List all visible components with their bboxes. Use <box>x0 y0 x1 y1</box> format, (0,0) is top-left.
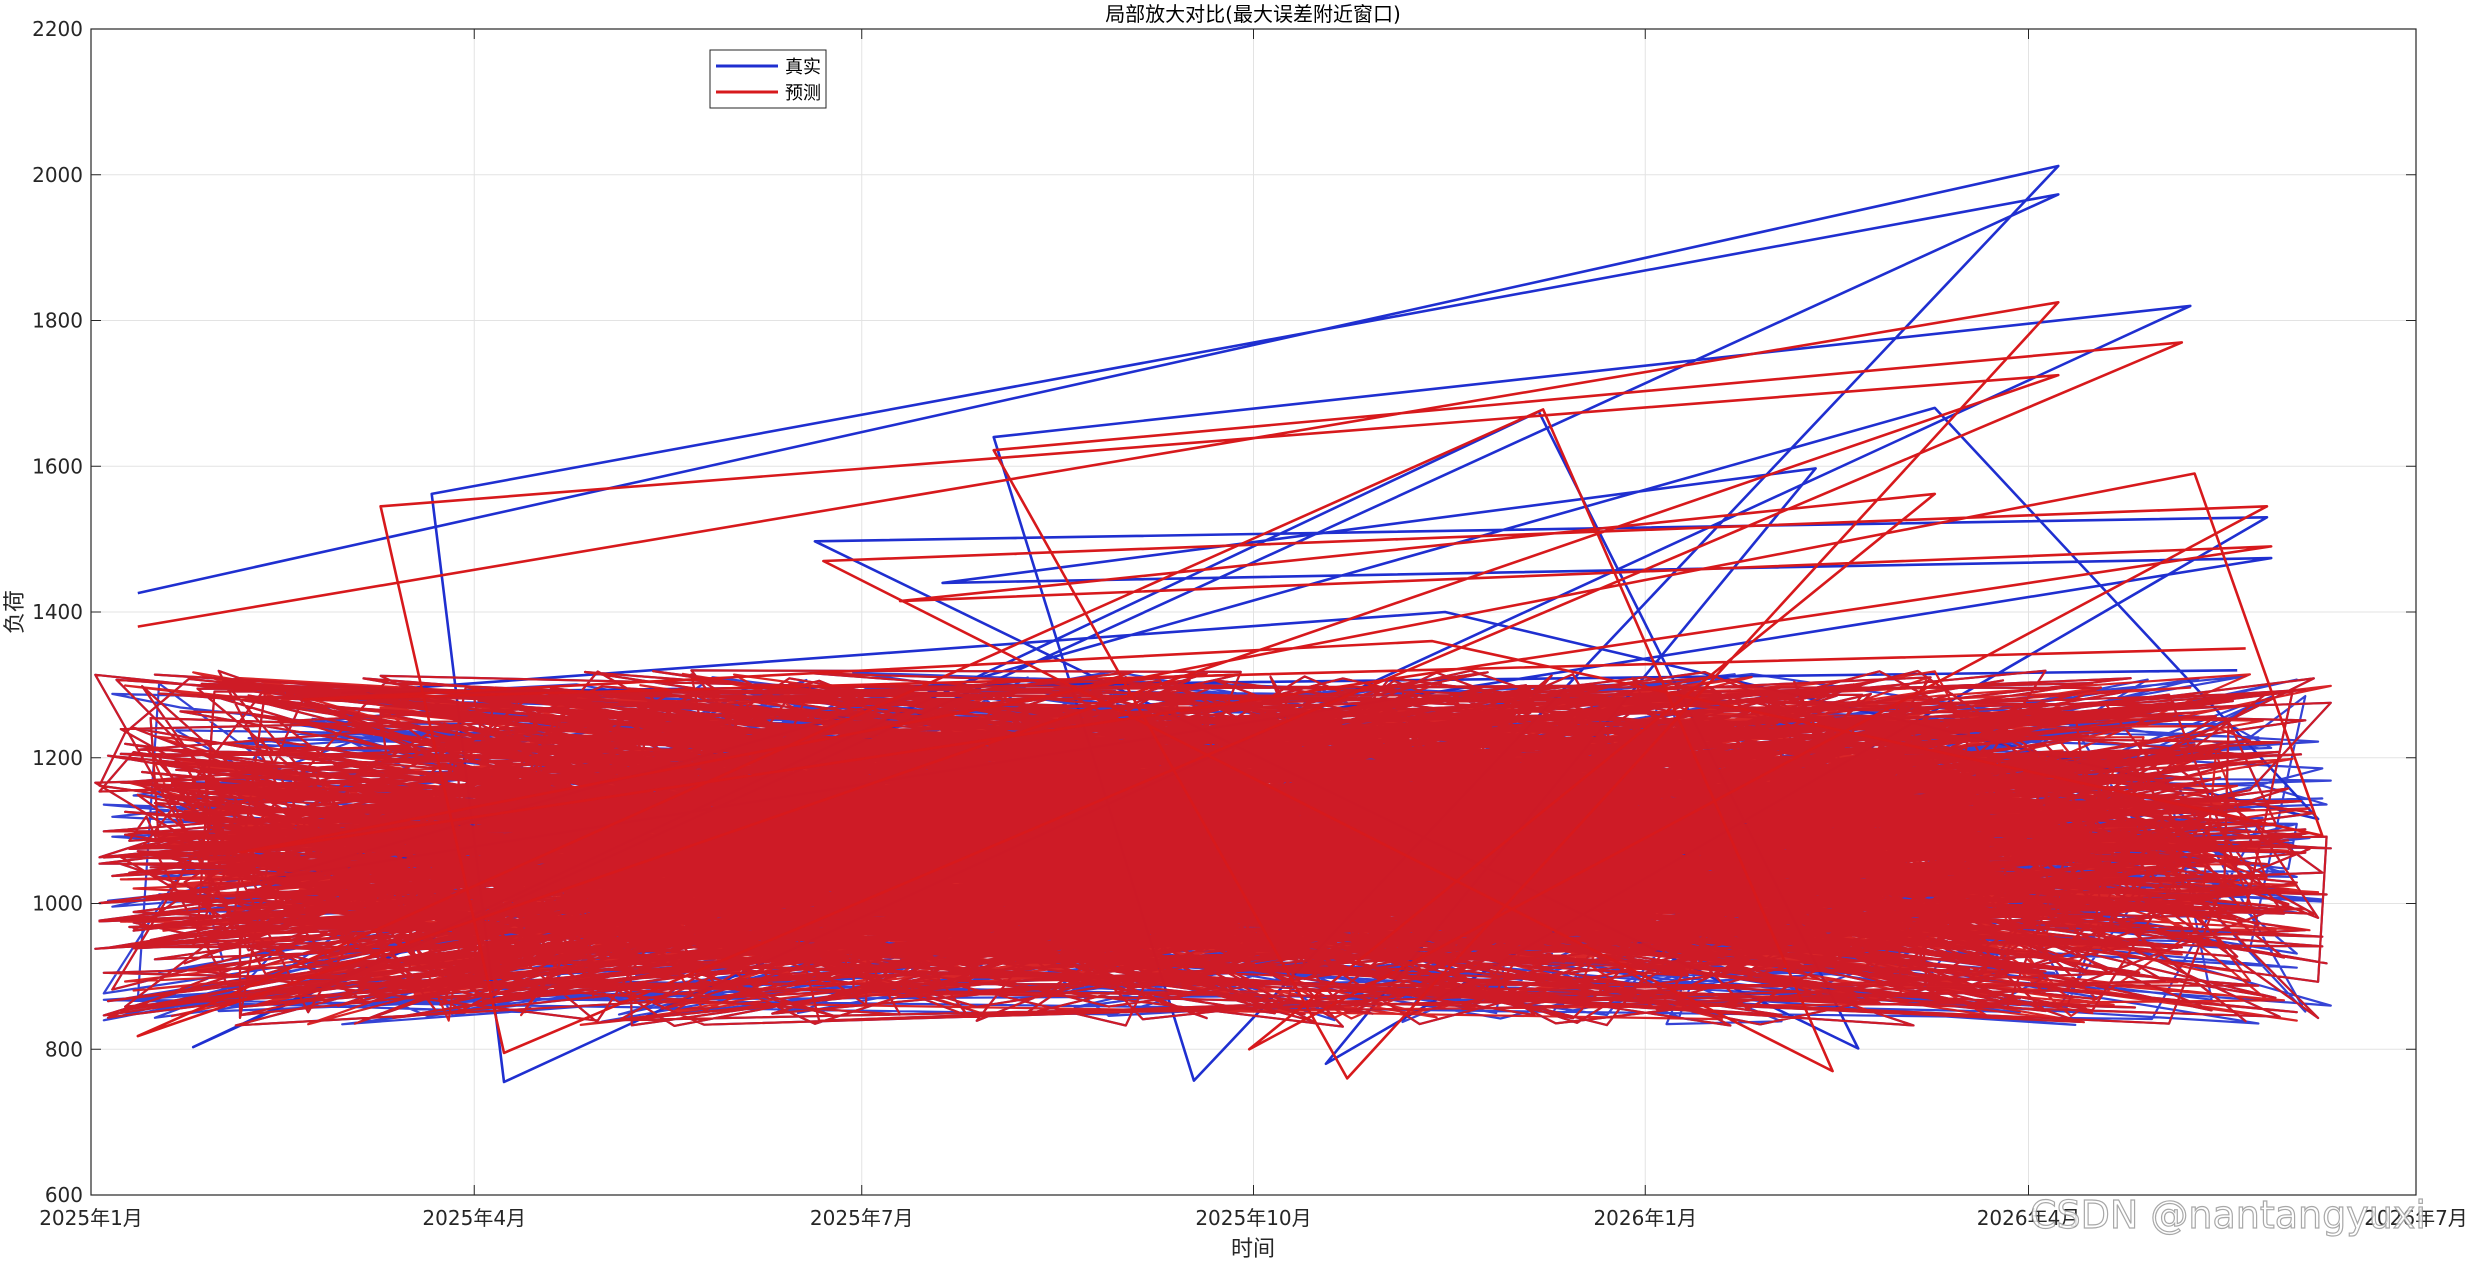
y-tick-label: 600 <box>45 1183 83 1207</box>
y-tick-label: 2000 <box>32 163 83 187</box>
y-tick-label: 2200 <box>32 17 83 41</box>
series-line-pred <box>94 669 2332 1028</box>
x-tick-label: 2025年7月 <box>810 1206 914 1230</box>
x-tick-label: 2025年10月 <box>1195 1206 1311 1230</box>
x-tick-label: 2025年4月 <box>422 1206 526 1230</box>
series-peaks-pred <box>136 300 2324 1080</box>
y-tick-label: 1800 <box>32 309 83 333</box>
x-axis-label: 时间 <box>1231 1237 1275 1262</box>
y-tick-label: 800 <box>45 1037 83 1061</box>
watermark: CSDN @nantangyuxi <box>2030 1193 2426 1237</box>
legend-label-pred: 预测 <box>785 83 821 104</box>
chart-title: 局部放大对比(最大误差附近窗口) <box>1105 2 1401 26</box>
legend-label-true: 真实 <box>785 57 821 78</box>
x-tick-label: 2026年1月 <box>1593 1206 1697 1230</box>
legend: 真实 预测 <box>709 49 827 109</box>
x-tick-label: 2026年4月 <box>1977 1206 2081 1230</box>
axis-ticks: 600 800 1000 1200 1400 1600 1800 2000 2200 2025年1… <box>32 17 2467 1230</box>
y-axis-label: 负荷 <box>3 590 28 634</box>
x-tick-label: 2026年7月 <box>2364 1206 2467 1230</box>
y-tick-label: 1200 <box>32 746 83 770</box>
y-tick-label: 1600 <box>32 454 83 478</box>
x-tick-label: 2025年1月 <box>39 1206 143 1230</box>
series-peaks-true <box>137 164 2320 1084</box>
y-tick-label: 1000 <box>32 892 83 916</box>
data-series-layer <box>94 164 2332 1084</box>
legend-box <box>709 49 827 109</box>
y-tick-label: 1400 <box>32 600 83 624</box>
series-group <box>94 164 2332 1084</box>
